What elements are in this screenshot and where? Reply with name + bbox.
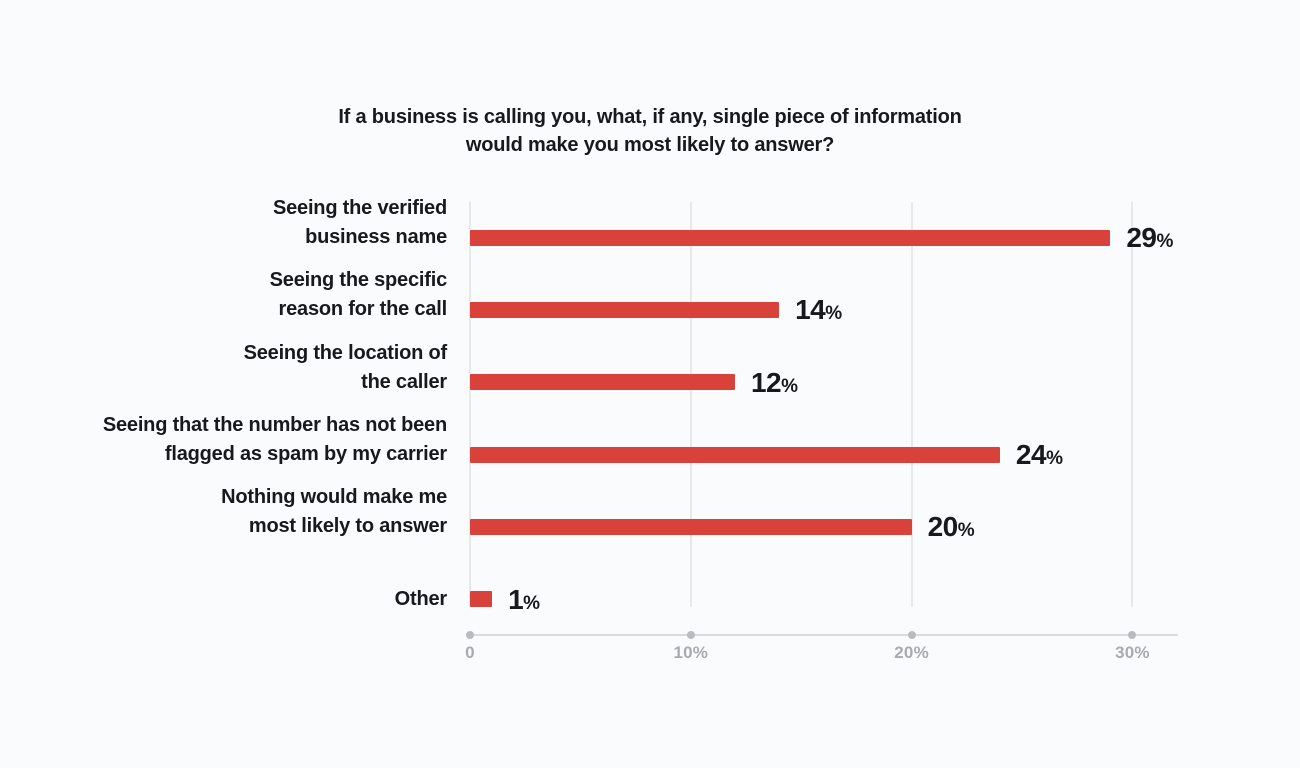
axis-tick-label: 20% — [894, 643, 929, 662]
value-label: 12% — [751, 368, 798, 402]
value-percent-sign: % — [781, 375, 799, 397]
value-percent-sign: % — [825, 303, 843, 325]
category-label-line: Seeing the location of — [243, 341, 448, 364]
category-label-line: reason for the call — [278, 298, 448, 321]
category-label-line: Seeing the specific — [269, 269, 448, 292]
category-label: Other — [394, 585, 448, 614]
axis-tick-dot — [907, 631, 916, 639]
chart-title: If a business is calling you, what, if a… — [0, 103, 1300, 159]
value-label: 20% — [928, 512, 975, 546]
bar — [470, 229, 1111, 246]
gridline-20 — [910, 202, 913, 607]
x-axis-line — [470, 634, 1178, 636]
category-label-line: the caller — [361, 370, 447, 393]
axis-tick-label: 0 — [465, 643, 475, 662]
category-label-line: flagged as spam by my carrier — [164, 443, 447, 466]
value-number: 24 — [1015, 439, 1047, 471]
category-label-line: Nothing would make me — [221, 486, 447, 509]
axis-tick-dot — [1128, 631, 1137, 639]
value-number: 1 — [508, 583, 524, 615]
value-number: 12 — [750, 366, 782, 398]
value-number: 20 — [927, 511, 959, 543]
axis-tick-label: 30% — [1115, 643, 1150, 662]
gridline-0 — [469, 202, 471, 607]
axis-tick-dot — [466, 631, 474, 639]
value-percent-sign: % — [1156, 231, 1174, 252]
gridline-30 — [1131, 202, 1134, 607]
category-label: Seeing that the number has not been flagg… — [103, 411, 447, 469]
category-label-line: Seeing the verified — [272, 197, 447, 219]
category-label-line: Seeing that the number has not been — [102, 414, 447, 437]
category-label-line: most likely to answer — [248, 515, 447, 538]
value-label: 24% — [1016, 440, 1063, 474]
category-label: Nothing would make me most likely to answ… — [221, 483, 447, 541]
bar — [470, 301, 780, 318]
value-number: 14 — [795, 294, 826, 326]
category-label-line: Other — [394, 587, 448, 610]
value-label: 1% — [508, 585, 540, 619]
value-percent-sign: % — [1046, 448, 1063, 470]
value-percent-sign: % — [523, 592, 541, 614]
category-label: Seeing the location of the caller — [243, 339, 448, 397]
bar — [470, 446, 1000, 463]
value-label: 14% — [795, 295, 842, 329]
value-number: 29 — [1126, 222, 1157, 253]
bar — [470, 518, 912, 535]
value-label: 29% — [1126, 223, 1173, 257]
chart-title-line1: If a business is calling you, what, if a… — [338, 106, 962, 128]
category-label: Seeing the specific reason for the call — [269, 266, 448, 324]
bar — [470, 591, 493, 608]
category-label: Seeing the verified business name — [273, 194, 447, 252]
value-percent-sign: % — [957, 520, 975, 542]
category-label-line: business name — [305, 226, 447, 248]
gridline-10 — [689, 202, 692, 607]
bar — [470, 374, 735, 391]
chart-title-line2: would make you most likely to answer? — [465, 134, 835, 156]
axis-tick-label: 10% — [673, 643, 709, 662]
axis-tick-dot — [686, 631, 695, 639]
